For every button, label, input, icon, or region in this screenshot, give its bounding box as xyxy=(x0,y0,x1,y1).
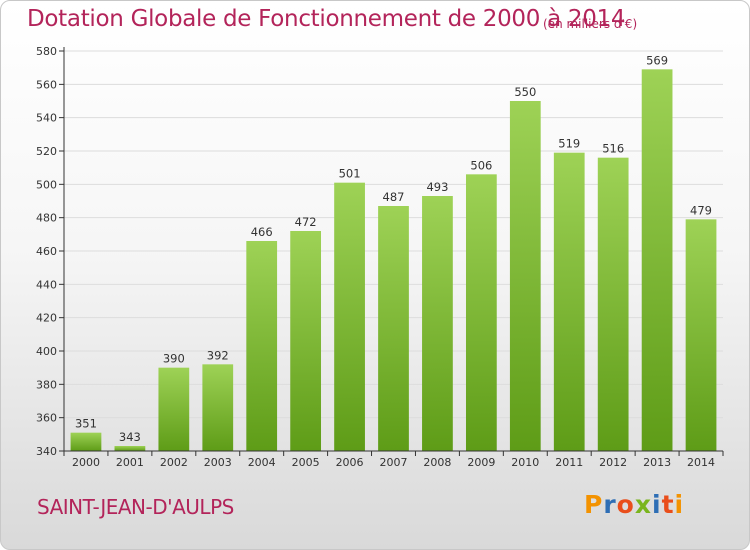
x-tick-label: 2005 xyxy=(292,456,320,469)
logo-letter: i xyxy=(674,490,685,519)
y-tick-label: 440 xyxy=(36,278,57,291)
data-label-2011: 519 xyxy=(558,137,580,151)
data-label-2006: 501 xyxy=(339,167,361,181)
x-tick-label: 2009 xyxy=(467,456,495,469)
x-tick-label: 2000 xyxy=(72,456,100,469)
data-label-2002: 390 xyxy=(163,352,185,366)
x-tick-label: 2007 xyxy=(380,456,408,469)
x-tick-label: 2012 xyxy=(599,456,627,469)
logo-letter: t xyxy=(661,490,675,519)
y-tick-label: 400 xyxy=(36,345,57,358)
chart-title: Dotation Globale de Fonctionnement de 20… xyxy=(27,6,626,32)
bar-2002 xyxy=(158,367,190,451)
y-tick-label: 500 xyxy=(36,178,57,191)
data-label-2012: 516 xyxy=(602,142,624,156)
y-tick-label: 480 xyxy=(36,212,57,225)
y-tick-label: 560 xyxy=(36,78,57,91)
logo-letter: o xyxy=(616,490,635,519)
data-label-2009: 506 xyxy=(470,158,492,172)
x-tick-label: 2008 xyxy=(423,456,451,469)
bar-chart: 351 343 390 392 466 472 501 487 493 506 550 519 516 5… xyxy=(36,45,724,469)
y-tick-label: 460 xyxy=(36,245,57,258)
y-tick-label: 360 xyxy=(36,412,57,425)
logo-letter: P xyxy=(584,490,604,519)
bars: 351 343 390 392 466 472 501 487 493 506 550 519 516 5… xyxy=(70,53,717,452)
bar-2003 xyxy=(202,364,234,451)
y-tick-label: 380 xyxy=(36,378,57,391)
chart-unit: (en milliers d'€) xyxy=(543,17,638,31)
bar-2013 xyxy=(641,69,673,451)
data-label-2008: 493 xyxy=(426,180,448,194)
logo-letter: x xyxy=(634,490,652,519)
bar-2010 xyxy=(509,101,541,451)
data-label-2001: 343 xyxy=(119,430,141,444)
bar-2011 xyxy=(553,152,585,451)
bar-2004 xyxy=(246,241,278,451)
y-tick-label: 540 xyxy=(36,112,57,125)
x-tick-label: 2001 xyxy=(116,456,144,469)
x-tick-label: 2002 xyxy=(160,456,188,469)
bar-2014 xyxy=(685,219,717,451)
data-label-2004: 466 xyxy=(251,225,273,239)
proxiti-logo: Proxiti xyxy=(584,490,684,519)
x-tick-label: 2010 xyxy=(511,456,539,469)
commune-name: SAINT-JEAN-D'AULPS xyxy=(37,495,234,519)
y-tick-label: 340 xyxy=(36,445,57,458)
x-tick-label: 2011 xyxy=(555,456,583,469)
data-label-2000: 351 xyxy=(75,417,97,431)
data-label-2010: 550 xyxy=(514,85,536,99)
bar-2008 xyxy=(422,196,453,451)
bar-2001 xyxy=(114,446,146,451)
bar-2007 xyxy=(378,206,409,451)
bar-2000 xyxy=(70,432,102,451)
x-tick-label: 2006 xyxy=(336,456,364,469)
data-label-2014: 479 xyxy=(690,203,712,217)
y-tick-label: 420 xyxy=(36,312,57,325)
logo-letter: r xyxy=(603,490,617,519)
bar-2009 xyxy=(465,174,497,452)
data-label-2013: 569 xyxy=(646,53,668,67)
data-label-2005: 472 xyxy=(295,215,317,229)
bar-2006 xyxy=(334,182,365,451)
x-tick-label: 2003 xyxy=(204,456,232,469)
y-tick-label: 580 xyxy=(36,45,57,58)
y-tick-label: 520 xyxy=(36,145,57,158)
logo-letter: i xyxy=(652,490,662,519)
axes: 340 360 380 400 420 440 460 480 500 520 540 560 580 2… xyxy=(36,45,724,469)
bar-2005 xyxy=(290,231,322,451)
x-tick-label: 2014 xyxy=(687,456,715,469)
x-tick-label: 2004 xyxy=(248,456,276,469)
bar-2012 xyxy=(597,157,629,451)
data-label-2003: 392 xyxy=(207,348,229,362)
x-tick-label: 2013 xyxy=(643,456,671,469)
data-label-2007: 487 xyxy=(383,190,405,204)
